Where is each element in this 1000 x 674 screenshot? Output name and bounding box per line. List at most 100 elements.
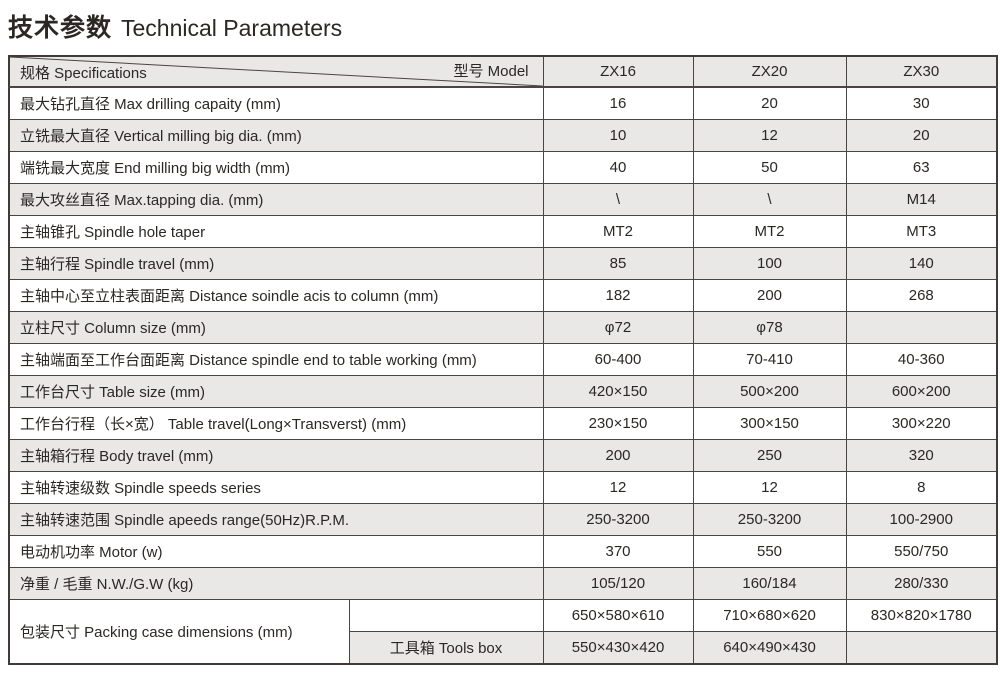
cell-value: 710×680×620 (692, 599, 847, 632)
cell-value: 60-400 (542, 343, 694, 376)
page-title-en: Technical Parameters (121, 15, 343, 41)
row-label: 主轴转速级数 Spindle speeds series (8, 471, 544, 504)
tools-box-label: 工具箱 Tools box (348, 631, 544, 665)
row-label: 最大钻孔直径 Max drilling capaity (mm) (8, 86, 544, 120)
row-label: 主轴锥孔 Spindle hole taper (8, 215, 544, 248)
cell-value: 320 (845, 439, 998, 472)
table-row: 主轴转速级数 Spindle speeds series 12 12 8 (8, 471, 998, 504)
table-row: 主轴中心至立柱表面距离 Distance soindle acis to col… (8, 279, 998, 312)
row-label: 净重 / 毛重 N.W./G.W (kg) (8, 567, 544, 600)
cell-value: 300×150 (692, 407, 847, 440)
cell-value: 830×820×1780 (845, 599, 998, 632)
table-row: 电动机功率 Motor (w) 370 550 550/750 (8, 535, 998, 568)
cell-value: φ72 (542, 311, 694, 344)
cell-value: 268 (845, 279, 998, 312)
table-row: 立柱尺寸 Column size (mm) φ72 φ78 (8, 311, 998, 344)
table-row: 主轴转速范围 Spindle apeeds range(50Hz)R.P.M. 2… (8, 503, 998, 536)
row-label: 主轴转速范围 Spindle apeeds range(50Hz)R.P.M. (8, 503, 544, 536)
cell-value: 140 (845, 247, 998, 280)
packing-row-machine: 包装尺寸 Packing case dimensions (mm) 650×580… (8, 599, 998, 665)
row-label: 主轴行程 Spindle travel (mm) (8, 247, 544, 280)
cell-value: M14 (845, 183, 998, 216)
header-row: 规格 Specifications 型号 Model ZX16 ZX20 ZX3… (8, 55, 998, 88)
cell-value: 500×200 (692, 375, 847, 408)
cell-value: 100-2900 (845, 503, 998, 536)
packing-sub-empty-cell (348, 599, 544, 632)
cell-value: 640×490×430 (692, 631, 847, 665)
cell-value: 50 (692, 151, 847, 184)
cell-value: 160/184 (692, 567, 847, 600)
table-row: 最大攻丝直径 Max.tapping dia. (mm) \ \ M14 (8, 183, 998, 216)
cell-value: 650×580×610 (542, 599, 694, 632)
cell-value: 550×430×420 (542, 631, 694, 665)
row-label: 主轴端面至工作台面距离 Distance spindle end to tabl… (8, 343, 544, 376)
cell-value: 16 (542, 86, 694, 120)
table-row: 净重 / 毛重 N.W./G.W (kg) 105/120 160/184 280/3… (8, 567, 998, 600)
cell-value: 370 (542, 535, 694, 568)
diagonal-divider-line (10, 57, 543, 86)
packing-row-toolsbox: 工具箱 Tools box 550×430×420 640×490×430 (9, 631, 998, 665)
row-label: 最大攻丝直径 Max.tapping dia. (mm) (8, 183, 544, 216)
row-label: 工作台尺寸 Table size (mm) (8, 375, 544, 408)
cell-value: 8 (845, 471, 998, 504)
row-label: 端铣最大宽度 End milling big width (mm) (8, 151, 544, 184)
cell-value: 550 (692, 535, 847, 568)
cell-value: \ (692, 183, 847, 216)
row-label: 主轴箱行程 Body travel (mm) (8, 439, 544, 472)
cell-value: 420×150 (542, 375, 694, 408)
cell-value: 550/750 (845, 535, 998, 568)
cell-value: 600×200 (845, 375, 998, 408)
cell-value: 40 (542, 151, 694, 184)
cell-value: 250-3200 (692, 503, 847, 536)
cell-value: 12 (542, 471, 694, 504)
cell-value: 200 (692, 279, 847, 312)
cell-value: 105/120 (542, 567, 694, 600)
table-row: 立铣最大直径 Vertical milling big dia. (mm) 10 1… (8, 119, 998, 152)
row-label: 立铣最大直径 Vertical milling big dia. (mm) (8, 119, 544, 152)
cell-value: 30 (845, 86, 998, 120)
cell-value: 300×220 (845, 407, 998, 440)
cell-value: 200 (542, 439, 694, 472)
cell-value: 182 (542, 279, 694, 312)
cell-value: 63 (845, 151, 998, 184)
cell-value (845, 631, 998, 665)
row-label: 工作台行程（长×宽） Table travel(Long×Transverst)… (8, 407, 544, 440)
table-row: 主轴箱行程 Body travel (mm) 200 250 320 (8, 439, 998, 472)
table-row: 主轴端面至工作台面距离 Distance spindle end to tabl… (8, 343, 998, 376)
model-header-zx30: ZX30 (845, 55, 998, 88)
cell-value: 85 (542, 247, 694, 280)
cell-value: MT2 (542, 215, 694, 248)
table-row: 主轴行程 Spindle travel (mm) 85 100 140 (8, 247, 998, 280)
cell-value: 100 (692, 247, 847, 280)
packing-label: 包装尺寸 Packing case dimensions (mm) (8, 599, 350, 665)
table-row: 最大钻孔直径 Max drilling capaity (mm) 16 20 30 (8, 86, 998, 120)
model-header-zx16: ZX16 (542, 55, 694, 88)
row-label: 电动机功率 Motor (w) (8, 535, 544, 568)
cell-value: 230×150 (542, 407, 694, 440)
model-label: 型号 Model (453, 63, 529, 80)
cell-value: 10 (542, 119, 694, 152)
cell-value: φ78 (692, 311, 847, 344)
cell-value: 20 (692, 86, 847, 120)
page-title: 技术参数 Technical Parameters (8, 8, 342, 44)
model-header-zx20: ZX20 (692, 55, 847, 88)
page-title-zh: 技术参数 (8, 14, 113, 42)
cell-value: MT2 (692, 215, 847, 248)
header-spec-model-cell: 规格 Specifications 型号 Model (8, 55, 544, 88)
table-row: 主轴锥孔 Spindle hole taper MT2 MT2 MT3 (8, 215, 998, 248)
cell-value: 40-360 (845, 343, 998, 376)
table-row: 工作台尺寸 Table size (mm) 420×150 500×200 600×2… (8, 375, 998, 408)
cell-value: MT3 (845, 215, 998, 248)
cell-value: 250-3200 (542, 503, 694, 536)
table-row: 端铣最大宽度 End milling big width (mm) 40 50 63 (8, 151, 998, 184)
cell-value: 280/330 (845, 567, 998, 600)
spec-table: 规格 Specifications 型号 Model ZX16 ZX20 ZX3… (8, 55, 998, 665)
cell-value: 70-410 (692, 343, 847, 376)
cell-value: 12 (692, 471, 847, 504)
row-label: 立柱尺寸 Column size (mm) (8, 311, 544, 344)
cell-value: 12 (692, 119, 847, 152)
cell-value (845, 311, 998, 344)
cell-value: 250 (692, 439, 847, 472)
cell-value: 20 (845, 119, 998, 152)
cell-value: \ (542, 183, 694, 216)
